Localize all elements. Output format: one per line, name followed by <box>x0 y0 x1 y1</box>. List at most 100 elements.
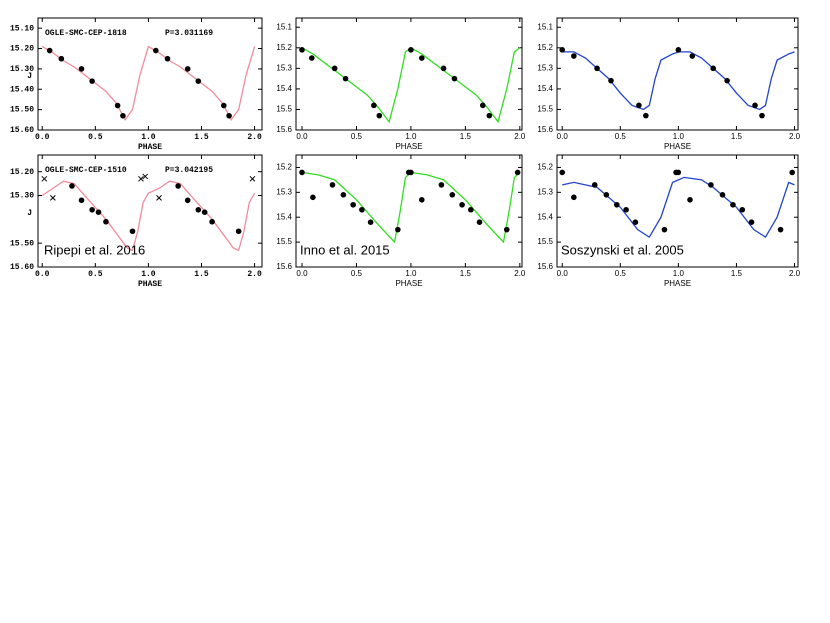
data-point <box>220 102 227 109</box>
x-tick-label: 1.5 <box>460 132 472 141</box>
y-tick-label: 15.2 <box>537 163 553 172</box>
data-point <box>623 206 629 213</box>
y-tick-label: 15.6 <box>537 262 553 271</box>
x-axis-label: PHASE <box>395 142 422 151</box>
data-point <box>78 66 85 72</box>
y-tick-label: 15.20 <box>10 45 34 54</box>
x-tick-label: 0.5 <box>88 133 103 142</box>
y-tick-label: 15.60 <box>10 126 34 135</box>
data-point <box>632 219 639 225</box>
data-point <box>708 182 714 188</box>
light-curve <box>301 171 521 244</box>
data-point <box>591 182 598 188</box>
panel: 0.0 0.5 1.0 1.5 2.0 15.10 15.20 15.30 15.40 15.50… <box>10 17 263 152</box>
data-point <box>789 169 795 176</box>
x-axis-label: PHASE <box>664 142 691 151</box>
data-point <box>730 201 736 208</box>
data-point <box>342 75 349 82</box>
data-point <box>759 112 765 119</box>
x-tick-label: 2.0 <box>514 269 526 278</box>
y-tick-label: 15.3 <box>276 63 292 72</box>
x-tick-label: 2.0 <box>247 270 262 279</box>
x-tick-label: 1.0 <box>673 269 685 278</box>
data-point <box>476 219 483 225</box>
y-tick-label: 15.4 <box>276 84 292 93</box>
data-point <box>331 65 338 72</box>
data-point <box>89 207 95 213</box>
y-tick-label: 15.60 <box>10 263 34 272</box>
data-point <box>310 194 316 201</box>
data-point <box>719 192 726 198</box>
x-axis-label: PHASE <box>395 279 422 288</box>
y-tick-label: 15.4 <box>537 84 553 93</box>
plot-frame <box>37 17 263 131</box>
data-point <box>95 209 102 215</box>
data-point <box>571 194 577 201</box>
data-point <box>129 228 136 235</box>
data-point <box>408 169 414 176</box>
data-point <box>748 219 755 225</box>
data-point <box>329 182 336 188</box>
y-tick-label: 15.6 <box>537 125 553 134</box>
plot-frame <box>556 17 799 131</box>
x-tick-label: 1.5 <box>460 269 472 278</box>
annotation: Inno et al. 2015 <box>300 242 390 257</box>
annotation: OGLE-SMC-CEP-1818 <box>45 29 127 38</box>
data-point <box>418 197 425 203</box>
data-point <box>175 183 181 189</box>
panel: 0.0 0.5 1.0 1.5 2.0 15.20 15.30 15.50 15.60 PHASE… <box>10 154 263 289</box>
cross-point <box>142 173 149 180</box>
x-axis-label: PHASE <box>664 279 691 288</box>
data-point <box>687 197 693 203</box>
data-point <box>451 75 458 82</box>
y-tick-label: 15.10 <box>10 24 34 33</box>
data-point <box>559 47 566 53</box>
data-point <box>184 66 191 72</box>
data-point <box>486 112 493 119</box>
x-tick-label: 0.0 <box>557 269 569 278</box>
plot-frame <box>556 154 799 268</box>
data-point <box>752 102 758 109</box>
data-point <box>120 112 126 119</box>
light-curve <box>562 176 795 239</box>
y-tick-label: 15.3 <box>537 63 553 72</box>
x-axis-label: PHASE <box>138 280 162 289</box>
plot-frame <box>295 154 523 268</box>
y-tick-label: 15.6 <box>276 125 292 134</box>
data-point <box>114 102 121 109</box>
data-point <box>479 102 486 109</box>
panel: 0.0 0.5 1.0 1.5 2.0 15.2 15.3 15.4 15.5 15.6 PHASE… <box>276 154 526 288</box>
y-tick-label: 15.5 <box>537 105 553 114</box>
data-point <box>164 55 171 62</box>
y-tick-label: 15.6 <box>276 262 292 271</box>
x-axis-label: PHASE <box>138 143 162 152</box>
panel: 0.0 0.5 1.0 1.5 2.0 15.2 15.3 15.4 15.5 15.6 PHASE… <box>537 154 801 288</box>
data-point <box>58 55 65 62</box>
data-point <box>571 53 577 59</box>
x-tick-label: 1.0 <box>405 132 417 141</box>
y-axis-label: J <box>27 72 32 81</box>
data-point <box>614 201 620 208</box>
data-point <box>675 47 682 53</box>
light-curve <box>41 180 256 252</box>
data-point <box>209 218 215 225</box>
cross-point <box>138 175 144 182</box>
data-point <box>78 197 85 204</box>
light-curve <box>562 51 795 111</box>
x-tick-label: 0.5 <box>615 269 627 278</box>
x-tick-label: 1.0 <box>141 133 156 142</box>
data-point <box>661 226 668 233</box>
x-tick-label: 0.0 <box>35 270 50 279</box>
y-tick-label: 15.50 <box>10 106 34 115</box>
data-point <box>299 47 305 53</box>
panel: 0.0 0.5 1.0 1.5 2.0 15.1 15.2 15.3 15.4 15.5 15.6 P… <box>276 17 526 151</box>
x-tick-label: 0.0 <box>296 269 308 278</box>
data-point <box>710 65 717 72</box>
data-point <box>69 183 75 189</box>
y-tick-label: 15.3 <box>276 187 292 196</box>
x-tick-label: 0.5 <box>351 269 363 278</box>
cross-point <box>50 195 56 201</box>
cross-point <box>156 195 162 201</box>
plot-frame <box>37 154 263 268</box>
